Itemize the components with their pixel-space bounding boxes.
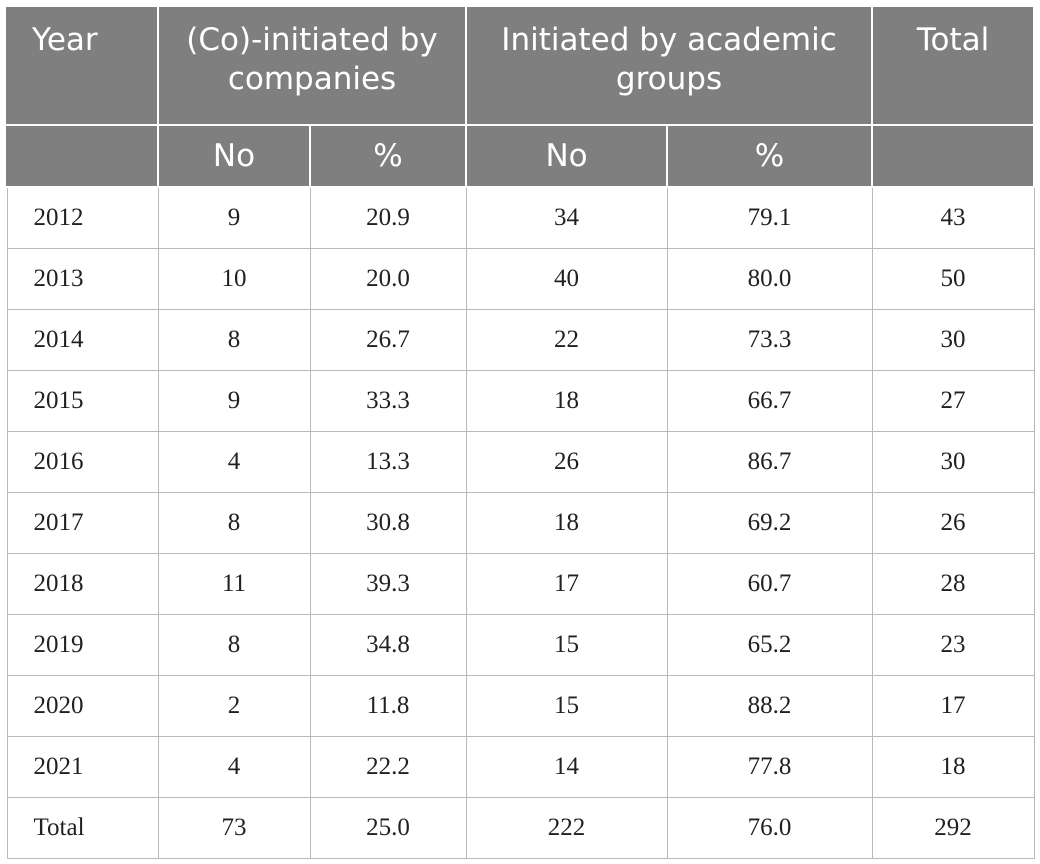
academic-no-cell: 18 — [465, 492, 668, 554]
academic-pct-cell: 65.2 — [666, 614, 873, 676]
total-cell: 292 — [871, 797, 1035, 859]
total-cell: 43 — [871, 186, 1035, 249]
academic-pct-cell: 86.7 — [666, 431, 873, 493]
academic-no-header: No — [465, 124, 669, 188]
academic-no-cell: 34 — [465, 186, 668, 249]
total-cell: 26 — [871, 492, 1035, 554]
academic-no-cell: 22 — [465, 309, 668, 371]
year-cell: 2014 — [6, 309, 159, 371]
academic-no-cell: 40 — [465, 248, 668, 310]
companies-pct-cell: 26.7 — [309, 309, 467, 371]
total-cell: 18 — [871, 736, 1035, 798]
total-subheader-empty — [871, 124, 1036, 188]
companies-no-cell: 10 — [157, 248, 311, 310]
academic-no-cell: 26 — [465, 431, 668, 493]
year-cell: 2020 — [6, 675, 159, 737]
year-cell: 2021 — [6, 736, 159, 798]
academic-no-cell: 15 — [465, 675, 668, 737]
companies-no-cell: 8 — [157, 492, 311, 554]
total-cell: 28 — [871, 553, 1035, 615]
academic-pct-cell: 73.3 — [666, 309, 873, 371]
companies-no-cell: 4 — [157, 736, 311, 798]
companies-pct-cell: 20.9 — [309, 186, 467, 249]
year-subheader-empty — [6, 124, 159, 188]
year-cell: 2013 — [6, 248, 159, 310]
companies-pct-cell: 22.2 — [309, 736, 467, 798]
companies-pct-cell: 13.3 — [309, 431, 467, 493]
total-cell: 23 — [871, 614, 1035, 676]
companies-pct-header: % — [308, 124, 468, 188]
total-cell: 50 — [871, 248, 1035, 310]
academic-pct-header: % — [666, 124, 874, 188]
companies-pct-cell: 33.3 — [309, 370, 467, 432]
academic-group-header: Initiated by academic groups — [465, 5, 874, 126]
companies-group-header: (Co)-initiated by companies — [156, 5, 468, 126]
companies-pct-cell: 30.8 — [309, 492, 467, 554]
year-cell: 2015 — [6, 370, 159, 432]
companies-no-cell: 11 — [157, 553, 311, 615]
year-header: Year — [6, 5, 159, 126]
academic-no-cell: 18 — [465, 370, 668, 432]
total-header: Total — [871, 5, 1036, 126]
companies-no-cell: 73 — [157, 797, 311, 859]
table-row: 2013 10 20.0 40 80.0 50 — [6, 248, 1035, 310]
companies-no-cell: 8 — [157, 614, 311, 676]
table-body: 2012 9 20.9 34 79.1 43 2013 10 20.0 40 80.0 50 2014 8… — [6, 186, 1035, 859]
companies-pct-cell: 39.3 — [309, 553, 467, 615]
academic-pct-cell: 69.2 — [666, 492, 873, 554]
total-cell: 17 — [871, 675, 1035, 737]
companies-pct-cell: 34.8 — [309, 614, 467, 676]
companies-no-cell: 2 — [157, 675, 311, 737]
academic-no-cell: 17 — [465, 553, 668, 615]
academic-no-cell: 14 — [465, 736, 668, 798]
year-cell: 2018 — [6, 553, 159, 615]
table-row: 2016 4 13.3 26 86.7 30 — [6, 431, 1035, 493]
academic-pct-cell: 77.8 — [666, 736, 873, 798]
table-row: 2017 8 30.8 18 69.2 26 — [6, 492, 1035, 554]
table-row: 2018 11 39.3 17 60.7 28 — [6, 553, 1035, 615]
companies-no-cell: 9 — [157, 370, 311, 432]
year-cell: 2012 — [6, 186, 159, 249]
academic-pct-cell: 60.7 — [666, 553, 873, 615]
table-row: 2015 9 33.3 18 66.7 27 — [6, 370, 1035, 432]
academic-pct-cell: 66.7 — [666, 370, 873, 432]
companies-no-cell: 4 — [157, 431, 311, 493]
companies-pct-cell: 20.0 — [309, 248, 467, 310]
total-cell: 30 — [871, 309, 1035, 371]
academic-pct-cell: 88.2 — [666, 675, 873, 737]
academic-pct-cell: 76.0 — [666, 797, 873, 859]
table-row: 2019 8 34.8 15 65.2 23 — [6, 614, 1035, 676]
table-row: 2014 8 26.7 22 73.3 30 — [6, 309, 1035, 371]
companies-no-header: No — [157, 124, 311, 188]
year-cell: 2017 — [6, 492, 159, 554]
total-cell: 27 — [871, 370, 1035, 432]
total-cell: 30 — [871, 431, 1035, 493]
header-row: Year (Co)-initiated by companies Initiat… — [6, 5, 1036, 126]
companies-no-cell: 9 — [157, 186, 311, 249]
subheader-row: No % No % — [6, 124, 1036, 188]
year-cell: Total — [6, 797, 159, 859]
initiation-table: Year (Co)-initiated by companies Initiat… — [6, 5, 1036, 859]
total-row: Total 73 25.0 222 76.0 292 — [6, 797, 1035, 859]
academic-no-cell: 15 — [465, 614, 668, 676]
academic-pct-cell: 80.0 — [666, 248, 873, 310]
companies-no-cell: 8 — [157, 309, 311, 371]
companies-pct-cell: 11.8 — [309, 675, 467, 737]
table-row: 2012 9 20.9 34 79.1 43 — [6, 186, 1035, 249]
table-row: 2021 4 22.2 14 77.8 18 — [6, 736, 1035, 798]
year-cell: 2019 — [6, 614, 159, 676]
year-cell: 2016 — [6, 431, 159, 493]
companies-pct-cell: 25.0 — [309, 797, 467, 859]
academic-pct-cell: 79.1 — [666, 186, 873, 249]
table-row: 2020 2 11.8 15 88.2 17 — [6, 675, 1035, 737]
academic-no-cell: 222 — [465, 797, 668, 859]
